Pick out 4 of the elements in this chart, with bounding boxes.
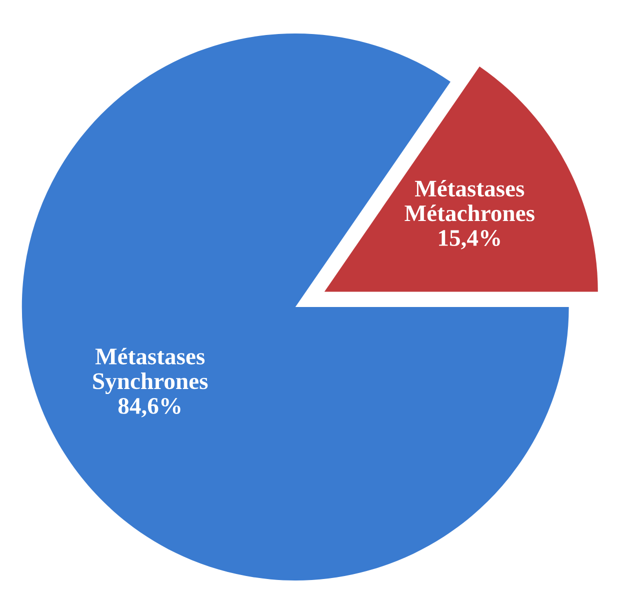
data-label: 84,6% [118, 398, 180, 418]
data-label: 15,4% [439, 230, 500, 250]
slice-label: Métastases Métachrones [404, 180, 534, 222]
slice-label: Métastases Synchrones [93, 348, 208, 394]
